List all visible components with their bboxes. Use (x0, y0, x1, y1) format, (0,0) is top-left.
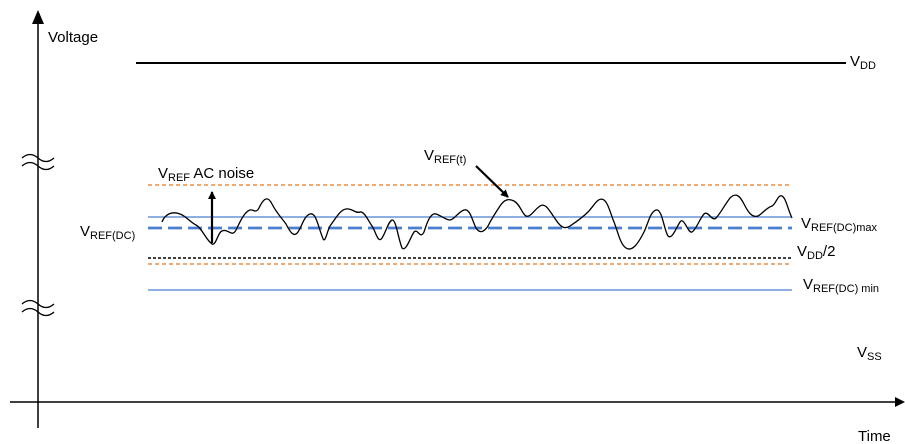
vref-dc-label: VREF(DC) (80, 223, 135, 242)
vref-t-signal (161, 194, 793, 250)
y-axis (32, 10, 44, 428)
vdd-half-label: VDD/2 (797, 243, 835, 262)
axis-break-upper-icon (21, 153, 55, 171)
vdd-label: VDD (850, 53, 876, 72)
axis-break-lower-icon (21, 299, 55, 317)
vref-ac-noise-label: VREF AC noise (158, 165, 254, 184)
y-axis-label: Voltage (48, 29, 98, 46)
vref-t-arrow-icon (475, 165, 509, 198)
vref-t-label: VREF(t) (424, 147, 466, 166)
x-axis-label: Time (858, 428, 891, 444)
vss-label: VSS (857, 344, 882, 363)
x-axis (10, 397, 905, 407)
vref-dc-min-label: VREF(DC) min (803, 276, 879, 295)
vref-dc-max-label: VREF(DC)max (801, 215, 878, 234)
